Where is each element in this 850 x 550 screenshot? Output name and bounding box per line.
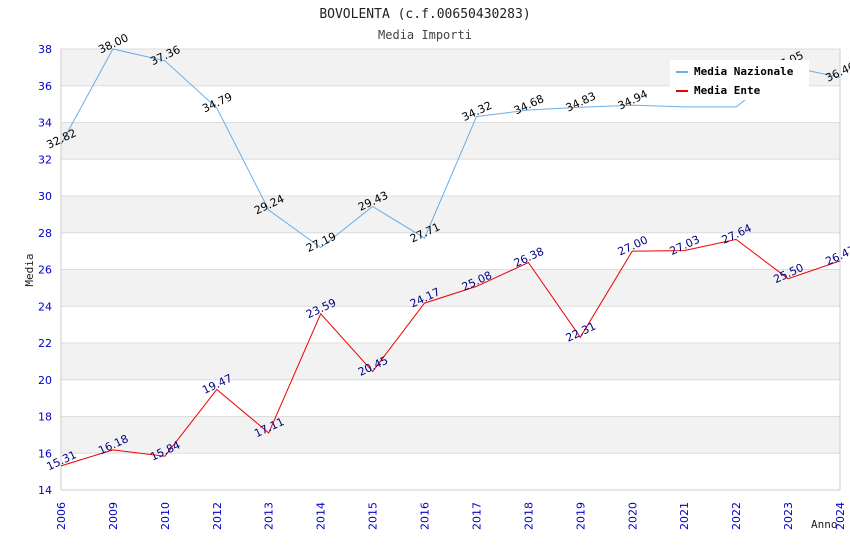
legend-box — [670, 60, 809, 100]
x-tick-label: 2015 — [367, 502, 380, 530]
series-line-media-ente — [60, 238, 841, 467]
plot-band — [61, 343, 840, 380]
x-tick-label: 2017 — [470, 502, 483, 530]
series-line-media-nazionale — [60, 48, 841, 249]
x-tick-label: 2021 — [678, 502, 691, 530]
plot-band — [61, 269, 840, 307]
y-tick-label: 28 — [38, 227, 52, 240]
y-tick-label: 22 — [38, 337, 52, 350]
y-axis-title: Media — [23, 253, 36, 286]
y-tick-label: 16 — [38, 447, 52, 460]
x-tick-label: 2020 — [626, 502, 639, 530]
plot-band — [61, 453, 840, 490]
x-axis-ticks: 2006 2009 2010 2012 2013 2014 2015 2016 2017 2018… — [55, 502, 847, 530]
x-tick-label: 2022 — [730, 502, 743, 530]
legend: Media Nazionale Media Ente — [670, 60, 809, 100]
plot-bands — [61, 49, 840, 490]
x-tick-label: 2014 — [315, 502, 328, 530]
x-axis-title: Anno — [811, 518, 838, 531]
x-tick-label: 2024 — [834, 502, 847, 530]
plot-grid — [60, 48, 841, 491]
x-tick-label: 2012 — [211, 502, 224, 530]
y-tick-label: 34 — [38, 117, 52, 130]
plot-band — [61, 232, 840, 270]
plot-band — [61, 196, 840, 233]
y-tick-label: 36 — [38, 80, 52, 93]
y-tick-label: 38 — [38, 43, 52, 56]
plot-band — [61, 379, 840, 417]
x-tick-label: 2019 — [574, 502, 587, 530]
y-tick-label: 30 — [38, 190, 52, 203]
x-tick-label: 2018 — [522, 502, 535, 530]
y-axis-ticks: 14 16 18 20 22 24 26 28 30 32 34 36 38 — [38, 43, 52, 497]
x-tick-label: 2010 — [159, 502, 172, 530]
x-tick-label: 2013 — [263, 502, 276, 530]
plot-band — [61, 122, 840, 160]
series-lines — [60, 48, 841, 467]
chart-title: BOVOLENTA (c.f.00650430283) — [319, 7, 530, 22]
x-tick-label: 2009 — [107, 502, 120, 530]
y-tick-label: 14 — [38, 484, 52, 497]
legend-label-media-ente: Media Ente — [694, 84, 761, 97]
x-tick-label: 2006 — [55, 502, 68, 530]
legend-label-media-nazionale: Media Nazionale — [694, 65, 794, 78]
plot-band — [61, 306, 840, 343]
y-tick-label: 18 — [38, 411, 52, 424]
x-tick-label: 2016 — [419, 502, 432, 530]
x-tick-label: 2023 — [782, 502, 795, 530]
y-tick-label: 26 — [38, 264, 52, 277]
y-tick-label: 32 — [38, 153, 52, 166]
chart-subtitle: Media Importi — [378, 28, 472, 42]
y-tick-label: 24 — [38, 300, 52, 313]
y-tick-label: 20 — [38, 374, 52, 387]
